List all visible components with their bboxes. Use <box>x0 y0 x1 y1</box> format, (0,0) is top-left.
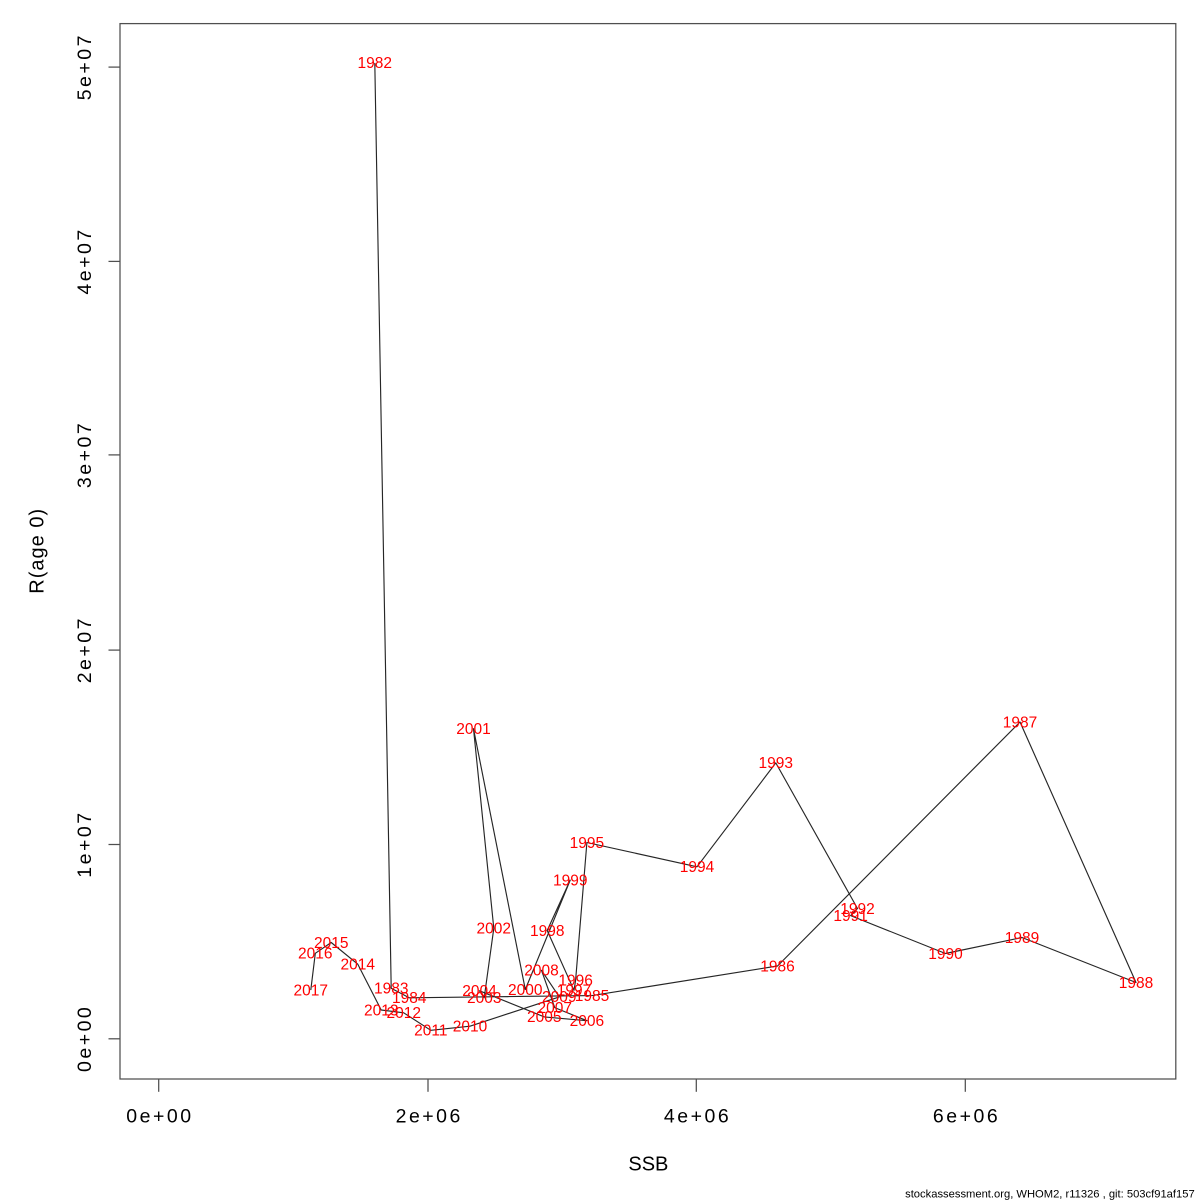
svg-text:2016: 2016 <box>298 946 332 963</box>
svg-text:1983: 1983 <box>374 981 408 998</box>
svg-text:stockassessment.org, WHOM2, r1: stockassessment.org, WHOM2, r11326 , git… <box>905 1189 1195 1200</box>
svg-text:1995: 1995 <box>570 835 604 852</box>
svg-text:1e+07: 1e+07 <box>74 810 96 877</box>
svg-text:2007: 2007 <box>537 1000 571 1017</box>
svg-text:2002: 2002 <box>477 921 511 938</box>
svg-text:1996: 1996 <box>558 973 592 990</box>
svg-text:2010: 2010 <box>453 1019 488 1036</box>
svg-text:2014: 2014 <box>341 957 376 974</box>
svg-text:1988: 1988 <box>1119 975 1153 992</box>
svg-text:0e+00: 0e+00 <box>126 1106 193 1128</box>
svg-text:1982: 1982 <box>358 55 392 72</box>
svg-text:0e+00: 0e+00 <box>74 1005 96 1072</box>
svg-text:2009: 2009 <box>542 989 576 1006</box>
svg-text:1993: 1993 <box>759 755 793 772</box>
svg-text:1984: 1984 <box>392 990 427 1007</box>
svg-text:2008: 2008 <box>524 963 558 980</box>
svg-text:2012: 2012 <box>386 1005 420 1022</box>
svg-text:2013: 2013 <box>364 1002 398 1019</box>
svg-text:1985: 1985 <box>575 988 609 1005</box>
svg-text:2000: 2000 <box>508 982 543 999</box>
svg-text:2e+07: 2e+07 <box>74 616 96 683</box>
svg-text:2011: 2011 <box>414 1023 447 1040</box>
svg-text:5e+07: 5e+07 <box>74 33 96 100</box>
svg-text:6e+06: 6e+06 <box>933 1106 1000 1128</box>
svg-text:1991: 1991 <box>833 908 867 925</box>
svg-text:1994: 1994 <box>680 859 715 876</box>
svg-text:2003: 2003 <box>467 990 501 1007</box>
svg-text:SSB: SSB <box>628 1153 668 1175</box>
svg-text:2005: 2005 <box>527 1009 561 1026</box>
svg-text:1990: 1990 <box>928 946 963 963</box>
svg-text:2004: 2004 <box>462 983 497 1000</box>
svg-text:1987: 1987 <box>1003 714 1037 731</box>
svg-text:1998: 1998 <box>530 923 564 940</box>
svg-text:2017: 2017 <box>294 982 328 999</box>
svg-text:2e+06: 2e+06 <box>396 1106 463 1128</box>
svg-text:2006: 2006 <box>570 1013 604 1030</box>
svg-text:1992: 1992 <box>840 901 874 918</box>
svg-text:1989: 1989 <box>1005 930 1039 947</box>
svg-text:4e+07: 4e+07 <box>74 227 96 294</box>
svg-text:1999: 1999 <box>553 873 587 890</box>
svg-text:2001: 2001 <box>456 721 490 738</box>
svg-text:4e+06: 4e+06 <box>664 1106 731 1128</box>
svg-text:1986: 1986 <box>760 958 794 975</box>
svg-text:1997: 1997 <box>557 983 591 1000</box>
svg-text:3e+07: 3e+07 <box>74 421 96 488</box>
svg-text:2015: 2015 <box>314 935 348 952</box>
svg-text:R(age 0): R(age 0) <box>26 508 48 594</box>
